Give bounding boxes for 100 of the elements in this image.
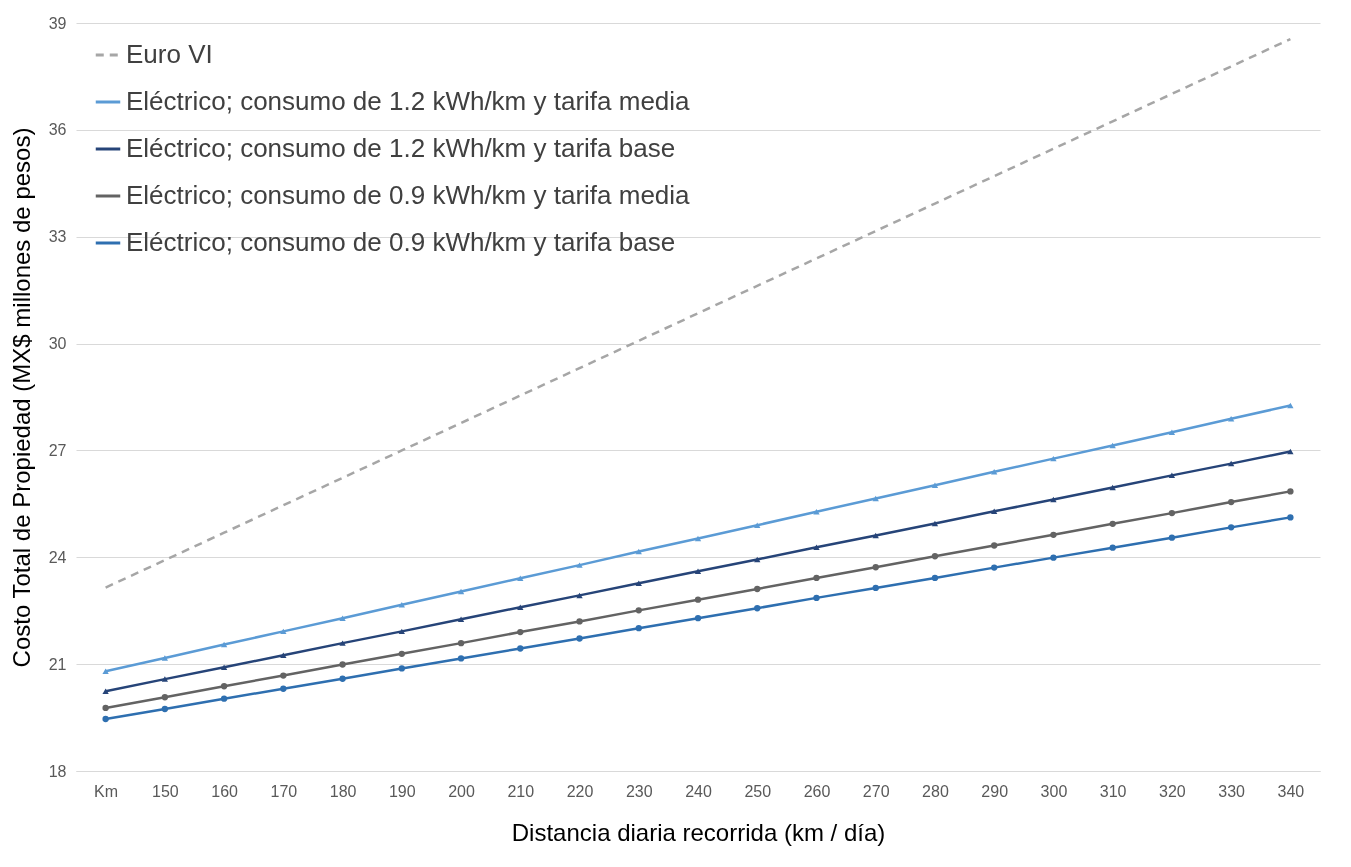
point — [457, 655, 465, 662]
point — [220, 664, 228, 671]
x-tick-label: 180 — [329, 782, 357, 800]
point — [635, 607, 642, 614]
point — [1287, 448, 1294, 455]
point — [1050, 554, 1057, 561]
x-tick-label: 160 — [211, 782, 239, 800]
point — [280, 672, 287, 679]
point — [1287, 514, 1294, 521]
point — [398, 665, 405, 672]
legend-label: Eléctrico; consumo de 1.2 kWh/km y tarifa base — [126, 133, 676, 163]
point — [161, 694, 169, 701]
x-tick-label: 240 — [685, 782, 712, 800]
point — [1227, 524, 1235, 531]
y-tick-label: 39 — [48, 14, 67, 32]
point — [754, 585, 761, 593]
point — [517, 604, 524, 610]
x-tick-label: 320 — [1159, 782, 1186, 800]
point — [339, 615, 346, 621]
point — [754, 556, 761, 563]
point — [991, 508, 998, 515]
legend-label: Eléctrico; consumo de 1.2 kWh/km y tarifa media — [126, 86, 691, 116]
x-tick-label: 210 — [507, 782, 535, 800]
point — [872, 564, 879, 571]
point — [1168, 472, 1176, 479]
point — [754, 605, 761, 612]
point — [694, 568, 702, 574]
x-axis-title: Distancia diaria recorrida (km / día) — [511, 818, 886, 846]
point — [280, 685, 287, 692]
point — [517, 575, 524, 582]
point — [339, 675, 346, 682]
point — [1227, 460, 1235, 467]
point — [1168, 534, 1176, 541]
x-tick-label: 280 — [922, 782, 949, 800]
x-tick-label: 340 — [1277, 782, 1305, 800]
point — [931, 520, 939, 527]
point — [576, 635, 583, 642]
point — [1109, 544, 1116, 551]
point — [813, 544, 820, 551]
point — [1109, 484, 1116, 491]
point — [398, 628, 405, 635]
point — [102, 704, 109, 712]
point — [872, 584, 879, 592]
point — [161, 705, 169, 713]
point — [635, 625, 642, 632]
x-tick-label: 200 — [448, 782, 475, 800]
point — [931, 482, 939, 489]
y-tick-label: 24 — [48, 548, 67, 566]
y-tick-label: 18 — [48, 762, 67, 780]
x-tick-label: 150 — [152, 782, 179, 800]
x-tick-label: 220 — [566, 782, 594, 800]
point — [1050, 455, 1057, 462]
point — [635, 580, 642, 587]
x-tick-label: 170 — [270, 782, 298, 800]
point — [161, 655, 169, 661]
point — [1109, 442, 1116, 449]
y-tick-label: 33 — [48, 228, 67, 246]
x-tick-label: 270 — [862, 782, 890, 800]
x-tick-label: 330 — [1218, 782, 1246, 800]
point — [931, 553, 939, 560]
point — [576, 592, 583, 599]
point — [457, 588, 465, 595]
point — [813, 574, 820, 582]
point — [457, 616, 465, 622]
point — [457, 639, 465, 647]
point — [102, 668, 109, 675]
point — [1050, 496, 1057, 503]
point — [991, 542, 998, 549]
point — [339, 661, 346, 668]
point — [339, 640, 346, 646]
point — [1109, 520, 1116, 527]
point — [280, 628, 287, 635]
x-tick-label: 250 — [744, 782, 772, 800]
point — [1287, 488, 1294, 495]
point — [102, 688, 109, 694]
point — [754, 522, 761, 528]
legend-label: Eléctrico; consumo de 0.9 kWh/km y tarifa media — [126, 180, 691, 210]
point — [517, 628, 524, 636]
line-series — [104, 37, 1292, 589]
x-tick-label: 260 — [803, 782, 831, 800]
point — [813, 594, 820, 602]
y-tick-label: 36 — [48, 121, 67, 139]
point — [102, 715, 109, 723]
y-tick-label: 30 — [48, 335, 67, 353]
point — [694, 596, 702, 603]
point — [220, 695, 228, 702]
point — [931, 574, 939, 582]
point — [991, 564, 998, 571]
point — [1168, 429, 1176, 435]
point — [694, 535, 702, 542]
x-tick-label: 310 — [1099, 782, 1127, 800]
point — [1227, 498, 1235, 506]
point — [517, 645, 524, 652]
x-tick-label: 290 — [981, 782, 1009, 800]
y-axis-title: Costo Total de Propiedad (MX$ millones de pesos) — [7, 127, 35, 668]
point — [220, 683, 228, 690]
point — [694, 615, 702, 622]
point — [991, 469, 998, 475]
point — [1050, 531, 1057, 538]
point — [576, 618, 583, 625]
